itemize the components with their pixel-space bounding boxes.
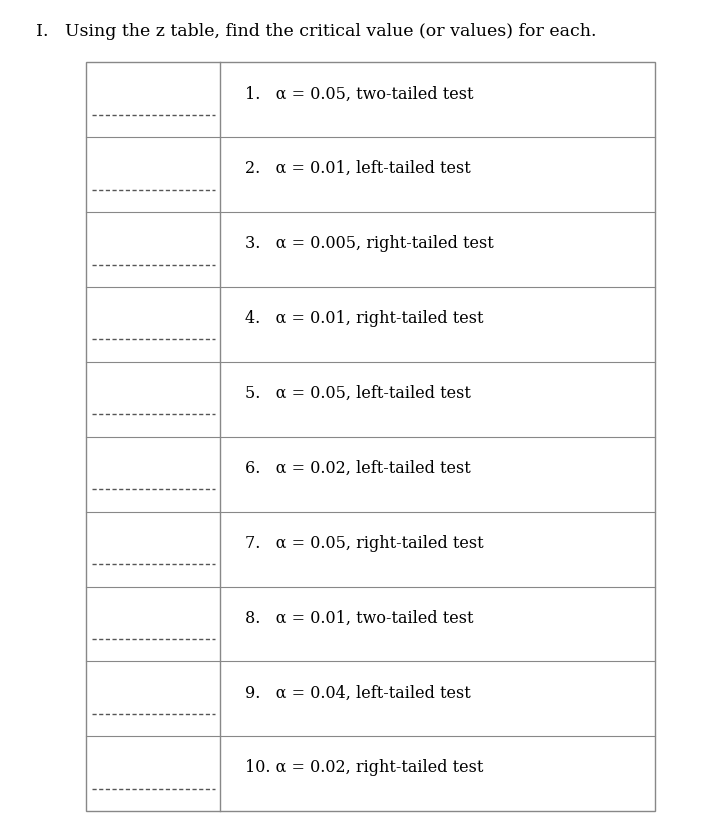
Text: 7.   α = 0.05, right-tailed test: 7. α = 0.05, right-tailed test [245, 535, 483, 552]
Text: 8.   α = 0.01, two-tailed test: 8. α = 0.01, two-tailed test [245, 610, 473, 626]
Text: 9.   α = 0.04, left-tailed test: 9. α = 0.04, left-tailed test [245, 685, 471, 701]
Text: 3.   α = 0.005, right-tailed test: 3. α = 0.005, right-tailed test [245, 235, 493, 252]
Text: 4.   α = 0.01, right-tailed test: 4. α = 0.01, right-tailed test [245, 310, 483, 327]
Text: 10. α = 0.02, right-tailed test: 10. α = 0.02, right-tailed test [245, 760, 483, 776]
Bar [86, 62, 655, 811]
Text: I.   Using the z table, find the critical value (or values) for each.: I. Using the z table, find the critical … [36, 23, 596, 40]
Text: 5.   α = 0.05, left-tailed test: 5. α = 0.05, left-tailed test [245, 385, 471, 402]
Text: 1.   α = 0.05, two-tailed test: 1. α = 0.05, two-tailed test [245, 86, 473, 102]
Text: 6.   α = 0.02, left-tailed test: 6. α = 0.02, left-tailed test [245, 460, 471, 477]
Text: 2.   α = 0.01, left-tailed test: 2. α = 0.01, left-tailed test [245, 161, 471, 177]
